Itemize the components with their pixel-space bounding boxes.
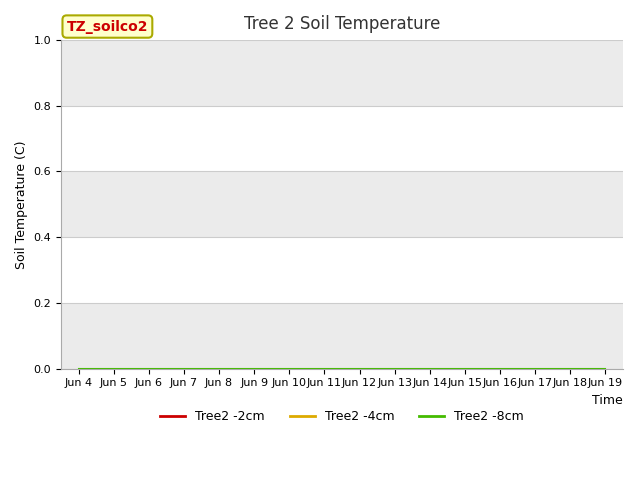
Bar [61,237,623,303]
Bar [61,106,623,171]
Title: Tree 2 Soil Temperature: Tree 2 Soil Temperature [244,15,440,33]
X-axis label: Time: Time [592,394,623,407]
Bar [61,171,623,237]
Legend: Tree2 -2cm, Tree2 -4cm, Tree2 -8cm: Tree2 -2cm, Tree2 -4cm, Tree2 -8cm [155,405,529,428]
Bar [61,303,623,369]
Bar [61,40,623,106]
Y-axis label: Soil Temperature (C): Soil Temperature (C) [15,140,28,269]
Text: TZ_soilco2: TZ_soilco2 [67,20,148,34]
